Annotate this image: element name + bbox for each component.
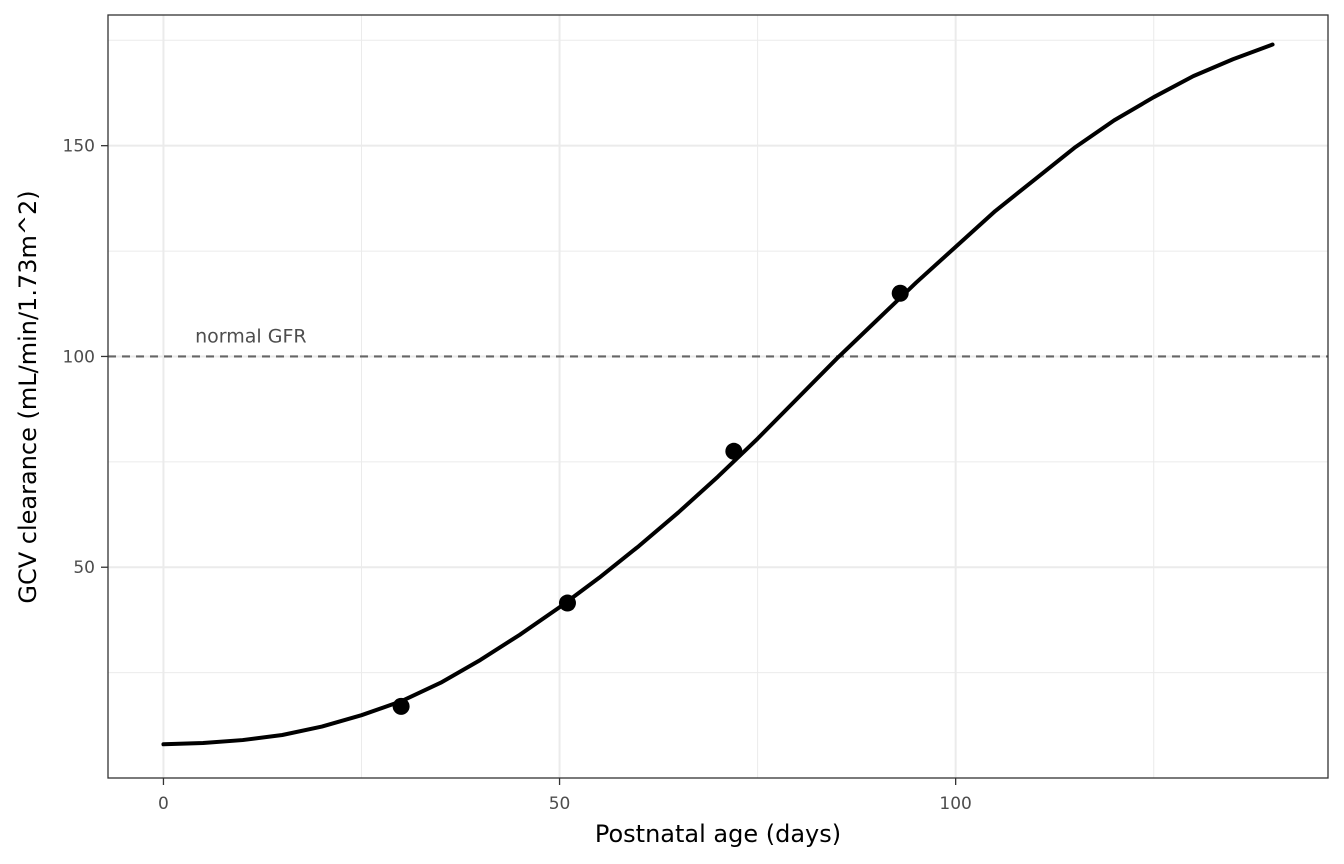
data-point xyxy=(891,284,909,302)
reference-lines: normal GFR xyxy=(108,325,1328,358)
clearance-curve xyxy=(161,42,1275,747)
data-point xyxy=(392,697,410,715)
x-tick-label: 50 xyxy=(549,794,571,814)
panel-border xyxy=(107,14,1329,779)
y-tick-label: 150 xyxy=(63,137,95,157)
x-axis-title: Postnatal age (days) xyxy=(595,820,841,848)
y-axis-title: GCV clearance (mL/min/1.73m^2) xyxy=(14,190,42,603)
y-tick-label: 50 xyxy=(73,558,95,578)
x-tick-label: 100 xyxy=(939,794,971,814)
y-tick-label: 100 xyxy=(63,347,95,367)
data-point xyxy=(725,442,743,460)
data-series xyxy=(161,42,1275,747)
reference-line-label: normal GFR xyxy=(195,325,306,347)
x-tick-label: 0 xyxy=(158,794,169,814)
data-point xyxy=(558,594,576,612)
axes: 0 50 100 50 100 150 xyxy=(63,137,972,814)
